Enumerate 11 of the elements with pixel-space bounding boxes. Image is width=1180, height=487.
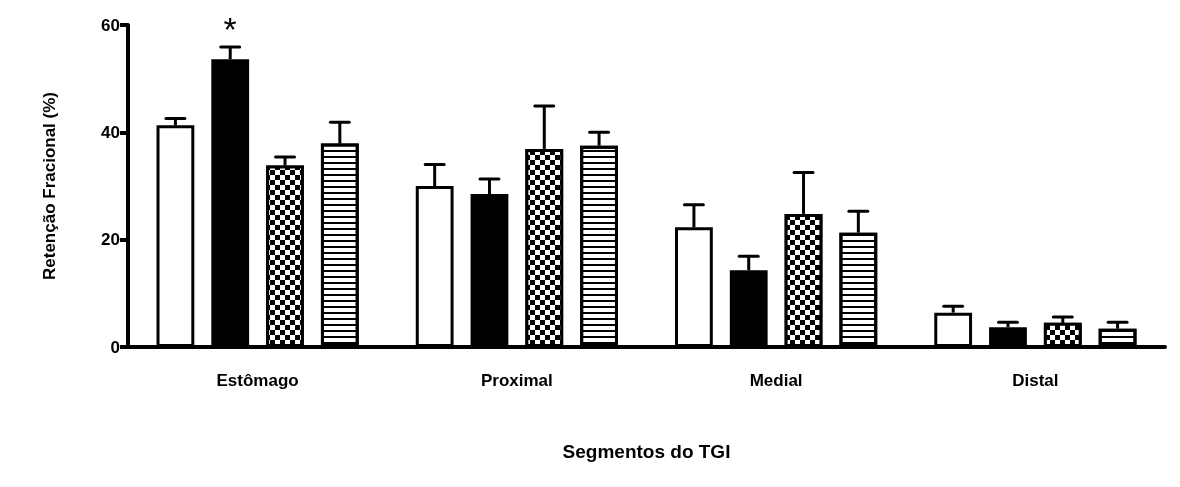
x-tick-label: Estômago: [216, 371, 299, 390]
y-axis-title: Retenção Fracional (%): [40, 92, 59, 280]
y-tick-label: 40: [101, 122, 120, 142]
y-tick-label: 20: [101, 230, 120, 250]
annotation: *: [223, 10, 237, 48]
x-axis-title: Segmentos do TGI: [562, 441, 731, 462]
x-tick-label: Distal: [1012, 371, 1059, 390]
x-tick-label: Proximal: [480, 371, 553, 390]
y-tick-label: 60: [101, 15, 120, 35]
y-tick-label: 0: [110, 337, 120, 357]
x-tick-label: Medial: [749, 371, 803, 390]
